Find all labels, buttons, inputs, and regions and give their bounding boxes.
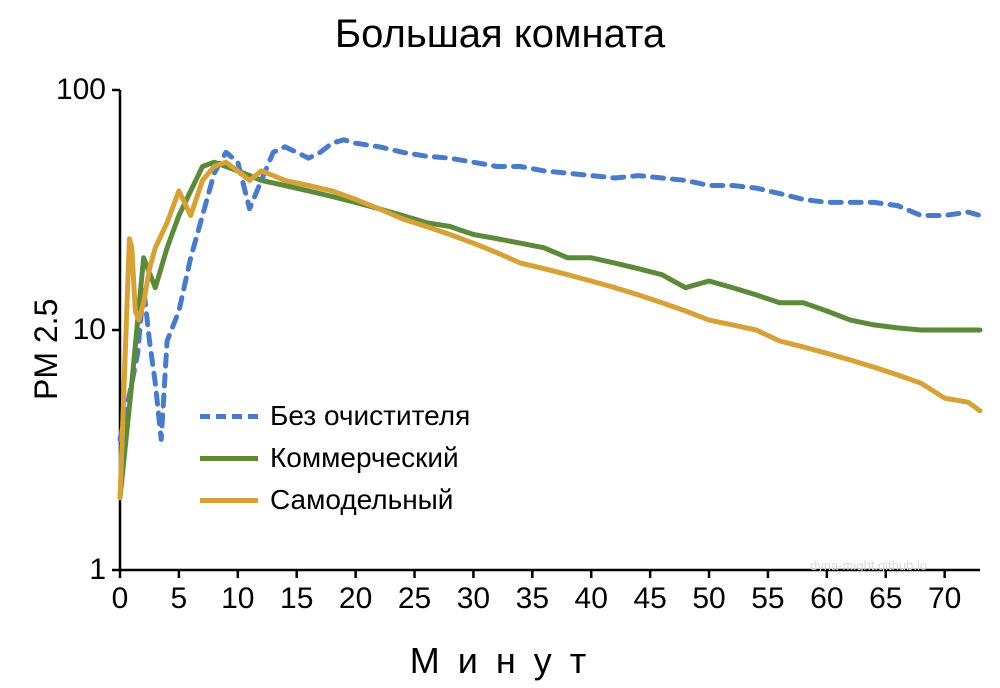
x-tick-label: 25 — [398, 582, 431, 616]
chart-container: Большая комната PM 2.5 М и н у т 0510152… — [0, 0, 1000, 688]
y-tick-label: 1 — [89, 553, 106, 587]
x-tick-label: 70 — [928, 582, 961, 616]
watermark: dyna-might.github.io — [810, 558, 927, 573]
x-tick-label: 65 — [869, 582, 902, 616]
x-tick-label: 15 — [280, 582, 313, 616]
y-tick-label: 10 — [73, 313, 106, 347]
x-tick-label: 60 — [810, 582, 843, 616]
x-tick-label: 5 — [171, 582, 188, 616]
x-tick-label: 35 — [516, 582, 549, 616]
x-tick-label: 0 — [112, 582, 129, 616]
x-tick-label: 50 — [692, 582, 725, 616]
x-tick-label: 30 — [457, 582, 490, 616]
x-tick-label: 55 — [751, 582, 784, 616]
legend-swatch — [200, 456, 258, 461]
chart-svg — [0, 0, 1000, 688]
x-tick-label: 10 — [221, 582, 254, 616]
x-tick-label: 45 — [633, 582, 666, 616]
series-no_purifier — [120, 140, 980, 440]
legend-item-no_purifier: Без очистителя — [200, 400, 470, 432]
legend-item-commercial: Коммерческий — [200, 442, 470, 474]
legend-label: Коммерческий — [270, 442, 459, 474]
legend-swatch — [200, 414, 258, 419]
legend-label: Без очистителя — [270, 400, 470, 432]
legend: Без очистителя Коммерческий Самодельный — [200, 400, 470, 526]
x-tick-label: 40 — [575, 582, 608, 616]
x-tick-label: 20 — [339, 582, 372, 616]
legend-item-diy: Самодельный — [200, 484, 470, 516]
legend-swatch — [200, 498, 258, 503]
legend-label: Самодельный — [270, 484, 453, 516]
y-tick-label: 100 — [56, 73, 106, 107]
